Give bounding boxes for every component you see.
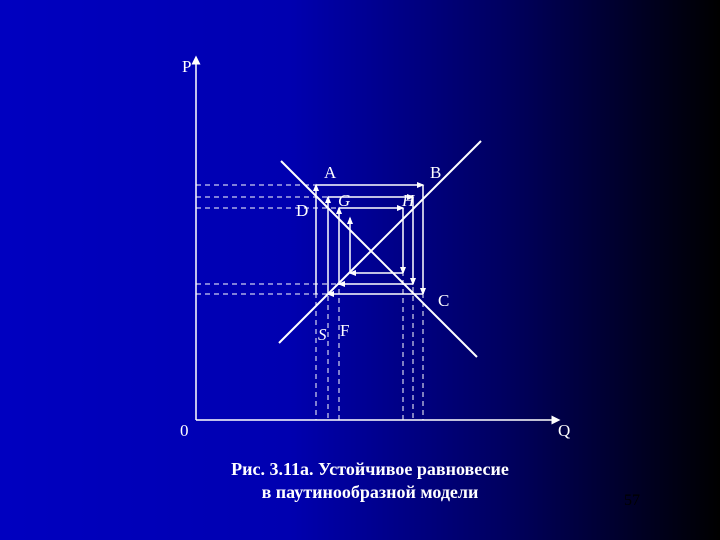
demand-curve	[279, 141, 481, 343]
page-number: 57	[624, 492, 640, 510]
supply-curve	[281, 161, 477, 357]
label-B: B	[430, 163, 441, 182]
label-H: H	[401, 191, 416, 210]
y-axis-label: P	[182, 57, 191, 76]
label-G: G	[338, 191, 350, 210]
caption-line-1: Рис. 3.11а. Устойчивое равновесие	[231, 459, 509, 479]
figure-caption: Рис. 3.11а. Устойчивое равновесие в паут…	[190, 458, 550, 505]
cobweb-plot: P Q 0 A B C D F G H S	[176, 60, 556, 440]
caption-line-2: в паутинообразной модели	[262, 482, 479, 502]
guide-lines	[196, 185, 423, 420]
origin-label: 0	[180, 421, 189, 440]
x-axis-label: Q	[558, 421, 570, 440]
label-D: D	[296, 201, 308, 220]
label-S: S	[318, 325, 327, 344]
label-A: A	[324, 163, 337, 182]
label-C: C	[438, 291, 449, 310]
label-F: F	[340, 321, 349, 340]
